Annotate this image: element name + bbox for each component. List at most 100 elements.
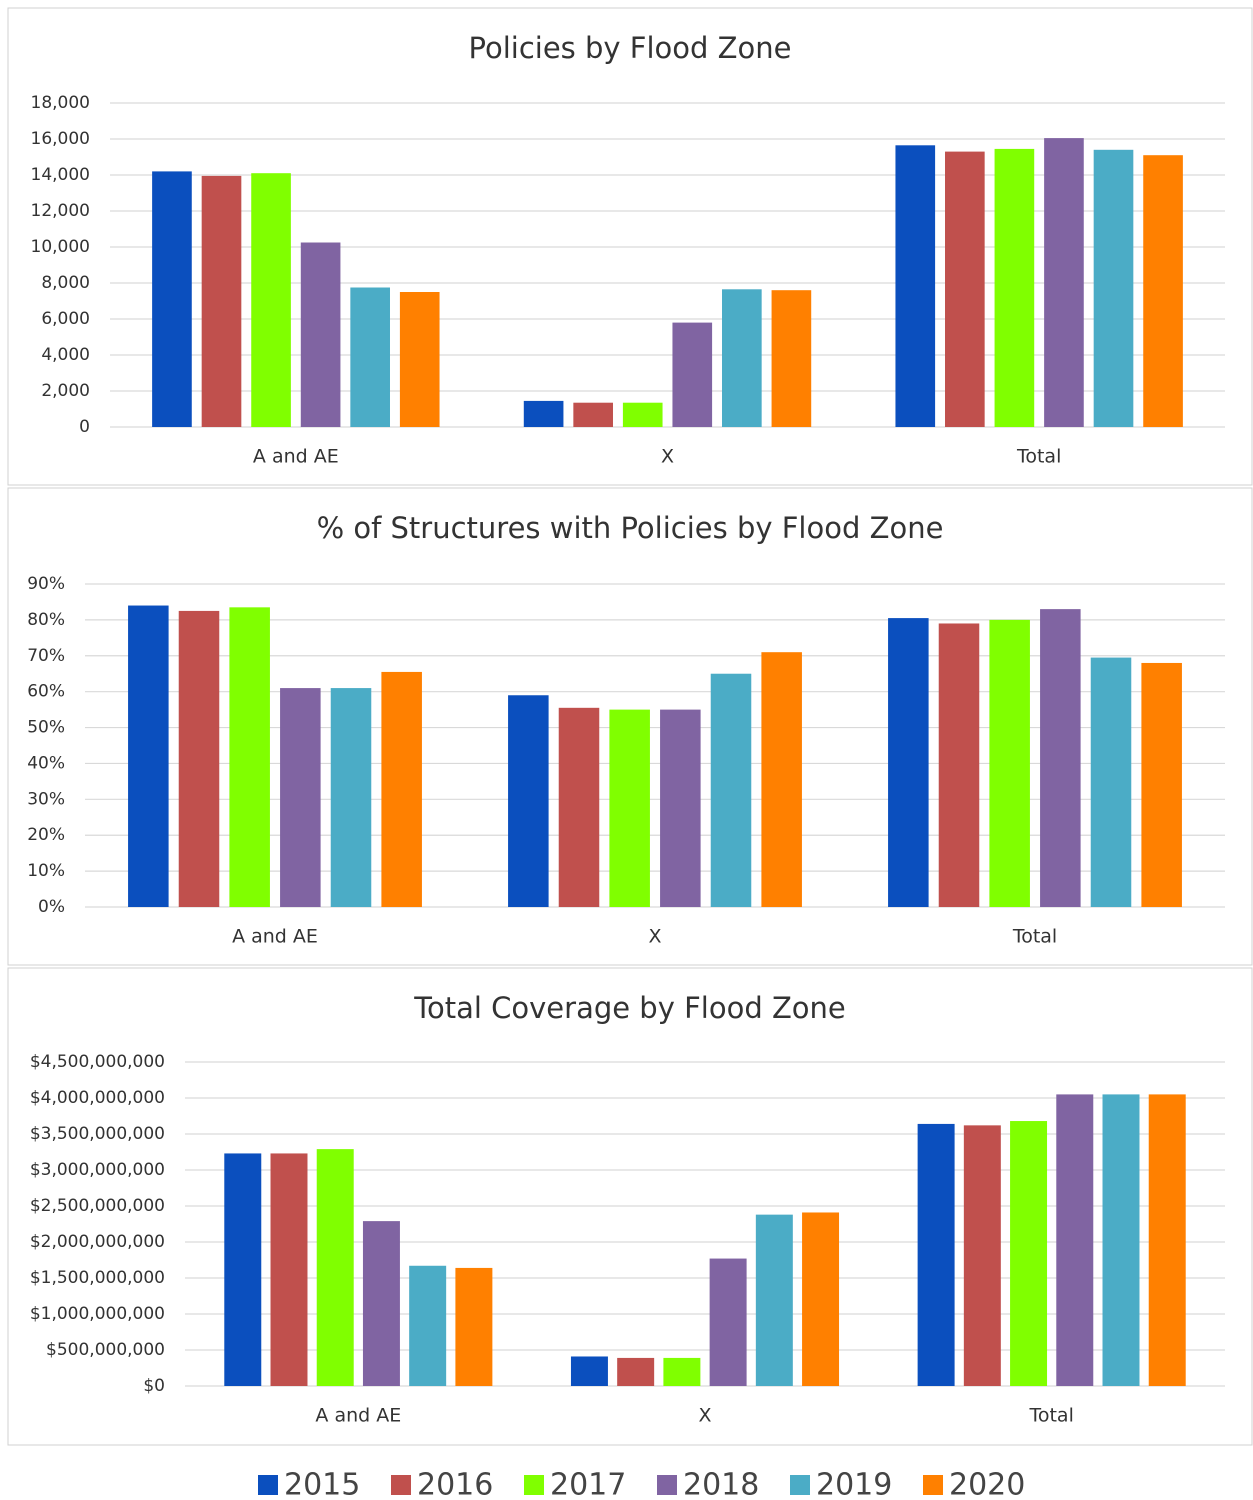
legend-label: 2016 <box>417 1468 493 1500</box>
y-tick-label: 20% <box>27 825 65 845</box>
x-tick-label: Total <box>1028 1405 1073 1427</box>
bar <box>1056 1094 1094 1386</box>
panel <box>7 7 1253 486</box>
bar <box>224 1153 262 1386</box>
legend-label: 2019 <box>816 1468 892 1500</box>
y-tick-label: 70% <box>27 646 65 666</box>
chart-title: Policies by Flood Zone <box>469 31 792 65</box>
bar <box>573 402 613 427</box>
bar <box>710 673 752 907</box>
bar <box>963 1125 1001 1386</box>
y-tick-label: 90% <box>27 574 65 594</box>
bar <box>280 688 321 907</box>
legend-swatch <box>258 1475 278 1495</box>
y-tick-label: $500,000,000 <box>46 1340 165 1360</box>
y-tick-label: 8,000 <box>41 273 90 293</box>
y-tick-label: 40% <box>27 753 65 773</box>
bar <box>152 171 192 427</box>
bar <box>409 1265 447 1386</box>
y-tick-label: $3,500,000,000 <box>30 1124 165 1144</box>
legend-swatch <box>524 1475 544 1495</box>
x-tick-label: Total <box>1012 926 1057 948</box>
bar <box>709 1258 747 1386</box>
y-tick-label: $1,500,000,000 <box>30 1268 165 1288</box>
bar <box>251 173 291 427</box>
y-tick-label: 60% <box>27 682 65 702</box>
y-tick-label: 10% <box>27 861 65 881</box>
bar <box>270 1153 308 1386</box>
bar <box>989 619 1030 907</box>
x-tick-label: X <box>661 446 674 468</box>
bar <box>802 1212 840 1386</box>
bar <box>895 145 936 428</box>
bar <box>558 707 600 907</box>
x-tick-label: A and AE <box>315 1405 401 1427</box>
legend-swatch <box>657 1475 677 1495</box>
bar <box>660 709 701 907</box>
y-tick-label: $1,000,000,000 <box>30 1304 165 1324</box>
legend-swatch <box>391 1475 411 1495</box>
panel <box>7 967 1253 1446</box>
bar <box>755 1214 793 1386</box>
bar <box>1044 138 1084 427</box>
bar <box>1102 1094 1140 1386</box>
y-tick-label: 0% <box>38 897 65 917</box>
bar <box>570 1356 608 1386</box>
bar <box>1141 662 1182 907</box>
legend-swatch <box>923 1475 943 1495</box>
bar <box>1143 155 1183 427</box>
y-tick-label: 2,000 <box>41 381 90 401</box>
x-tick-label: X <box>648 926 661 948</box>
y-tick-label: 14,000 <box>31 165 90 185</box>
bar <box>994 148 1035 427</box>
bar <box>888 618 929 907</box>
chart-title: % of Structures with Policies by Flood Z… <box>317 511 944 545</box>
bar <box>945 151 985 427</box>
bar <box>316 1149 354 1386</box>
bar <box>362 1221 400 1386</box>
legend-label: 2018 <box>683 1468 759 1500</box>
bar <box>1148 1094 1186 1386</box>
bar <box>508 695 549 907</box>
bar <box>330 688 372 907</box>
legend-swatch <box>790 1475 810 1495</box>
y-tick-label: 6,000 <box>41 309 90 329</box>
bar <box>1090 657 1132 907</box>
y-tick-label: 30% <box>27 789 65 809</box>
chart-title: Total Coverage by Flood Zone <box>413 991 846 1025</box>
bar <box>350 287 390 427</box>
bar <box>300 242 341 427</box>
bar <box>1010 1121 1048 1386</box>
y-tick-label: 18,000 <box>31 93 90 113</box>
bar <box>917 1123 955 1386</box>
bar <box>609 709 650 907</box>
bar <box>178 610 220 907</box>
y-tick-label: $4,000,000,000 <box>30 1088 165 1108</box>
bar <box>1093 149 1134 428</box>
bar <box>672 322 713 427</box>
bar <box>761 652 802 907</box>
bar <box>622 402 663 427</box>
bar <box>722 289 762 427</box>
y-tick-label: $3,000,000,000 <box>30 1160 165 1180</box>
bar <box>229 607 270 907</box>
y-tick-label: 4,000 <box>41 345 90 365</box>
bar <box>1040 609 1081 907</box>
bar <box>617 1357 655 1386</box>
legend-label: 2020 <box>949 1468 1025 1500</box>
x-tick-label: Total <box>1016 446 1061 468</box>
x-tick-label: A and AE <box>253 446 339 468</box>
bar <box>201 175 242 427</box>
bar <box>523 400 564 427</box>
y-tick-label: $0 <box>143 1376 165 1396</box>
bar <box>128 605 169 907</box>
y-tick-label: 16,000 <box>31 129 90 149</box>
y-tick-label: 0 <box>79 417 90 437</box>
x-tick-label: X <box>698 1405 711 1427</box>
y-tick-label: $2,500,000,000 <box>30 1196 165 1216</box>
y-tick-label: 12,000 <box>31 201 90 221</box>
legend-label: 2017 <box>550 1468 626 1500</box>
y-tick-label: $4,500,000,000 <box>30 1052 165 1072</box>
y-tick-label: 10,000 <box>31 237 90 257</box>
y-tick-label: 50% <box>27 718 65 738</box>
